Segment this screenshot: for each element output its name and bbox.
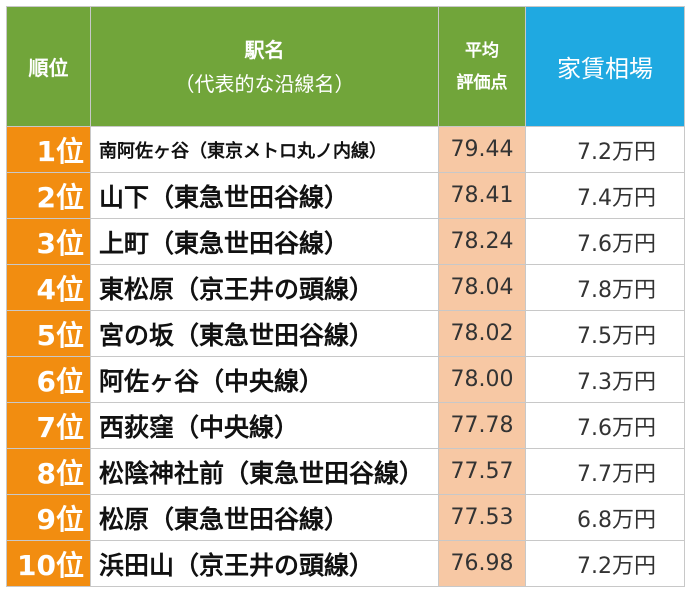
average-score: 79.44 <box>438 126 526 173</box>
table-row: 3位 上町（東急世田谷線） 78.24 7.6万円 <box>6 218 685 265</box>
station-name: 松原（東急世田谷線） <box>90 494 439 541</box>
rank-label: 8位 <box>6 448 91 495</box>
rent-price: 7.3万円 <box>525 356 685 403</box>
rent-price: 7.8万円 <box>525 264 685 311</box>
rent-price: 7.2万円 <box>525 126 685 173</box>
rank-label: 4位 <box>6 264 91 311</box>
average-score: 78.41 <box>438 172 526 219</box>
rank-label: 7位 <box>6 402 91 449</box>
average-score: 78.00 <box>438 356 526 403</box>
station-name: 浜田山（京王井の頭線） <box>90 540 439 587</box>
station-name: 上町（東急世田谷線） <box>90 218 439 265</box>
table-header-row: 順位 駅名 （代表的な沿線名） 平均 評価点 家賃相場 <box>6 6 685 127</box>
average-score: 76.98 <box>438 540 526 587</box>
table-body: 1位 南阿佐ヶ谷（東京メトロ丸ノ内線） 79.44 7.2万円 2位 山下（東急世田谷線）… <box>6 126 685 587</box>
station-name: 宮の坂（東急世田谷線） <box>90 310 439 357</box>
rank-label: 9位 <box>6 494 91 541</box>
table-row: 10位 浜田山（京王井の頭線） 76.98 7.2万円 <box>6 540 685 587</box>
station-name: 東松原（京王井の頭線） <box>90 264 439 311</box>
station-header-label: 駅名 <box>244 37 285 62</box>
rank-label: 6位 <box>6 356 91 403</box>
average-score: 77.57 <box>438 448 526 495</box>
table-row: 1位 南阿佐ヶ谷（東京メトロ丸ノ内線） 79.44 7.2万円 <box>6 126 685 173</box>
table-row: 8位 松陰神社前（東急世田谷線） 77.57 7.7万円 <box>6 448 685 495</box>
rank-label: 2位 <box>6 172 91 219</box>
score-header-line1: 平均 <box>465 40 499 61</box>
table-row: 7位 西荻窪（中央線） 77.78 7.6万円 <box>6 402 685 449</box>
average-score: 77.78 <box>438 402 526 449</box>
station-ranking-table: 順位 駅名 （代表的な沿線名） 平均 評価点 家賃相場 1位 南阿佐ヶ谷（東京メト… <box>6 6 685 587</box>
rent-price: 7.5万円 <box>525 310 685 357</box>
table-row: 4位 東松原（京王井の頭線） 78.04 7.8万円 <box>6 264 685 311</box>
average-score: 78.02 <box>438 310 526 357</box>
table-row: 5位 宮の坂（東急世田谷線） 78.02 7.5万円 <box>6 310 685 357</box>
score-header-line2: 評価点 <box>456 72 508 93</box>
station-name: 松陰神社前（東急世田谷線） <box>90 448 439 495</box>
rank-label: 5位 <box>6 310 91 357</box>
table-row: 6位 阿佐ヶ谷（中央線） 78.00 7.3万円 <box>6 356 685 403</box>
average-score: 78.04 <box>438 264 526 311</box>
rank-header-label: 順位 <box>28 56 69 80</box>
average-score: 77.53 <box>438 494 526 541</box>
score-column-header: 平均 評価点 <box>438 6 526 127</box>
station-header-sublabel: （代表的な沿線名） <box>174 71 355 96</box>
table-row: 9位 松原（東急世田谷線） 77.53 6.8万円 <box>6 494 685 541</box>
rent-column-header: 家賃相場 <box>525 6 685 127</box>
rent-price: 6.8万円 <box>525 494 685 541</box>
rent-price: 7.6万円 <box>525 402 685 449</box>
station-name: 山下（東急世田谷線） <box>90 172 439 219</box>
average-score: 78.24 <box>438 218 526 265</box>
rank-label: 10位 <box>6 540 91 587</box>
rent-price: 7.4万円 <box>525 172 685 219</box>
station-name: 阿佐ヶ谷（中央線） <box>90 356 439 403</box>
rent-price: 7.7万円 <box>525 448 685 495</box>
table-row: 2位 山下（東急世田谷線） 78.41 7.4万円 <box>6 172 685 219</box>
station-name: 南阿佐ヶ谷（東京メトロ丸ノ内線） <box>90 126 439 173</box>
rent-price: 7.2万円 <box>525 540 685 587</box>
rent-price: 7.6万円 <box>525 218 685 265</box>
rank-label: 3位 <box>6 218 91 265</box>
station-column-header: 駅名 （代表的な沿線名） <box>90 6 439 127</box>
rank-label: 1位 <box>6 126 91 173</box>
station-name: 西荻窪（中央線） <box>90 402 439 449</box>
rent-header-label: 家賃相場 <box>557 55 653 83</box>
rank-column-header: 順位 <box>6 6 91 127</box>
